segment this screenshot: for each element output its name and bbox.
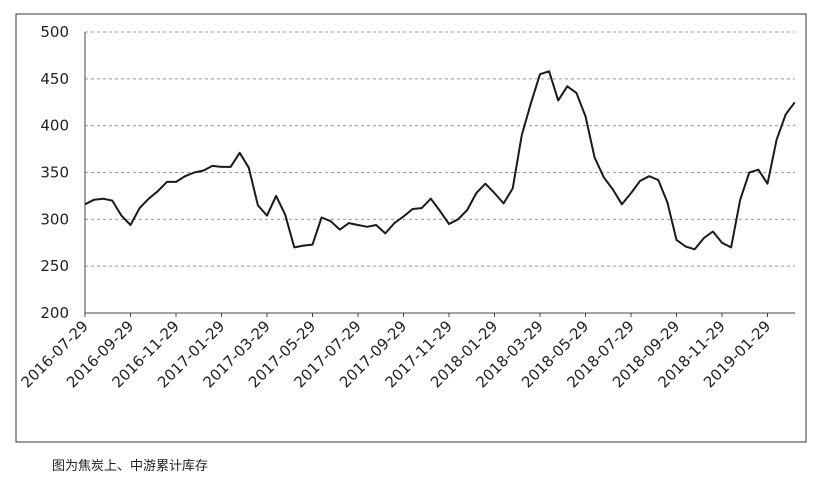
frame <box>15 13 807 443</box>
y-tick-label: 250 <box>40 257 69 275</box>
y-tick-label: 200 <box>40 304 69 322</box>
y-tick-label: 350 <box>40 164 69 182</box>
y-tick-label: 300 <box>40 210 69 228</box>
y-tick-label: 400 <box>40 117 69 135</box>
caption: 图为焦炭上、中游累计库存 <box>52 458 208 474</box>
y-tick-label: 500 <box>40 23 69 41</box>
y-tick-label: 450 <box>40 70 69 88</box>
data-line <box>84 70 796 251</box>
